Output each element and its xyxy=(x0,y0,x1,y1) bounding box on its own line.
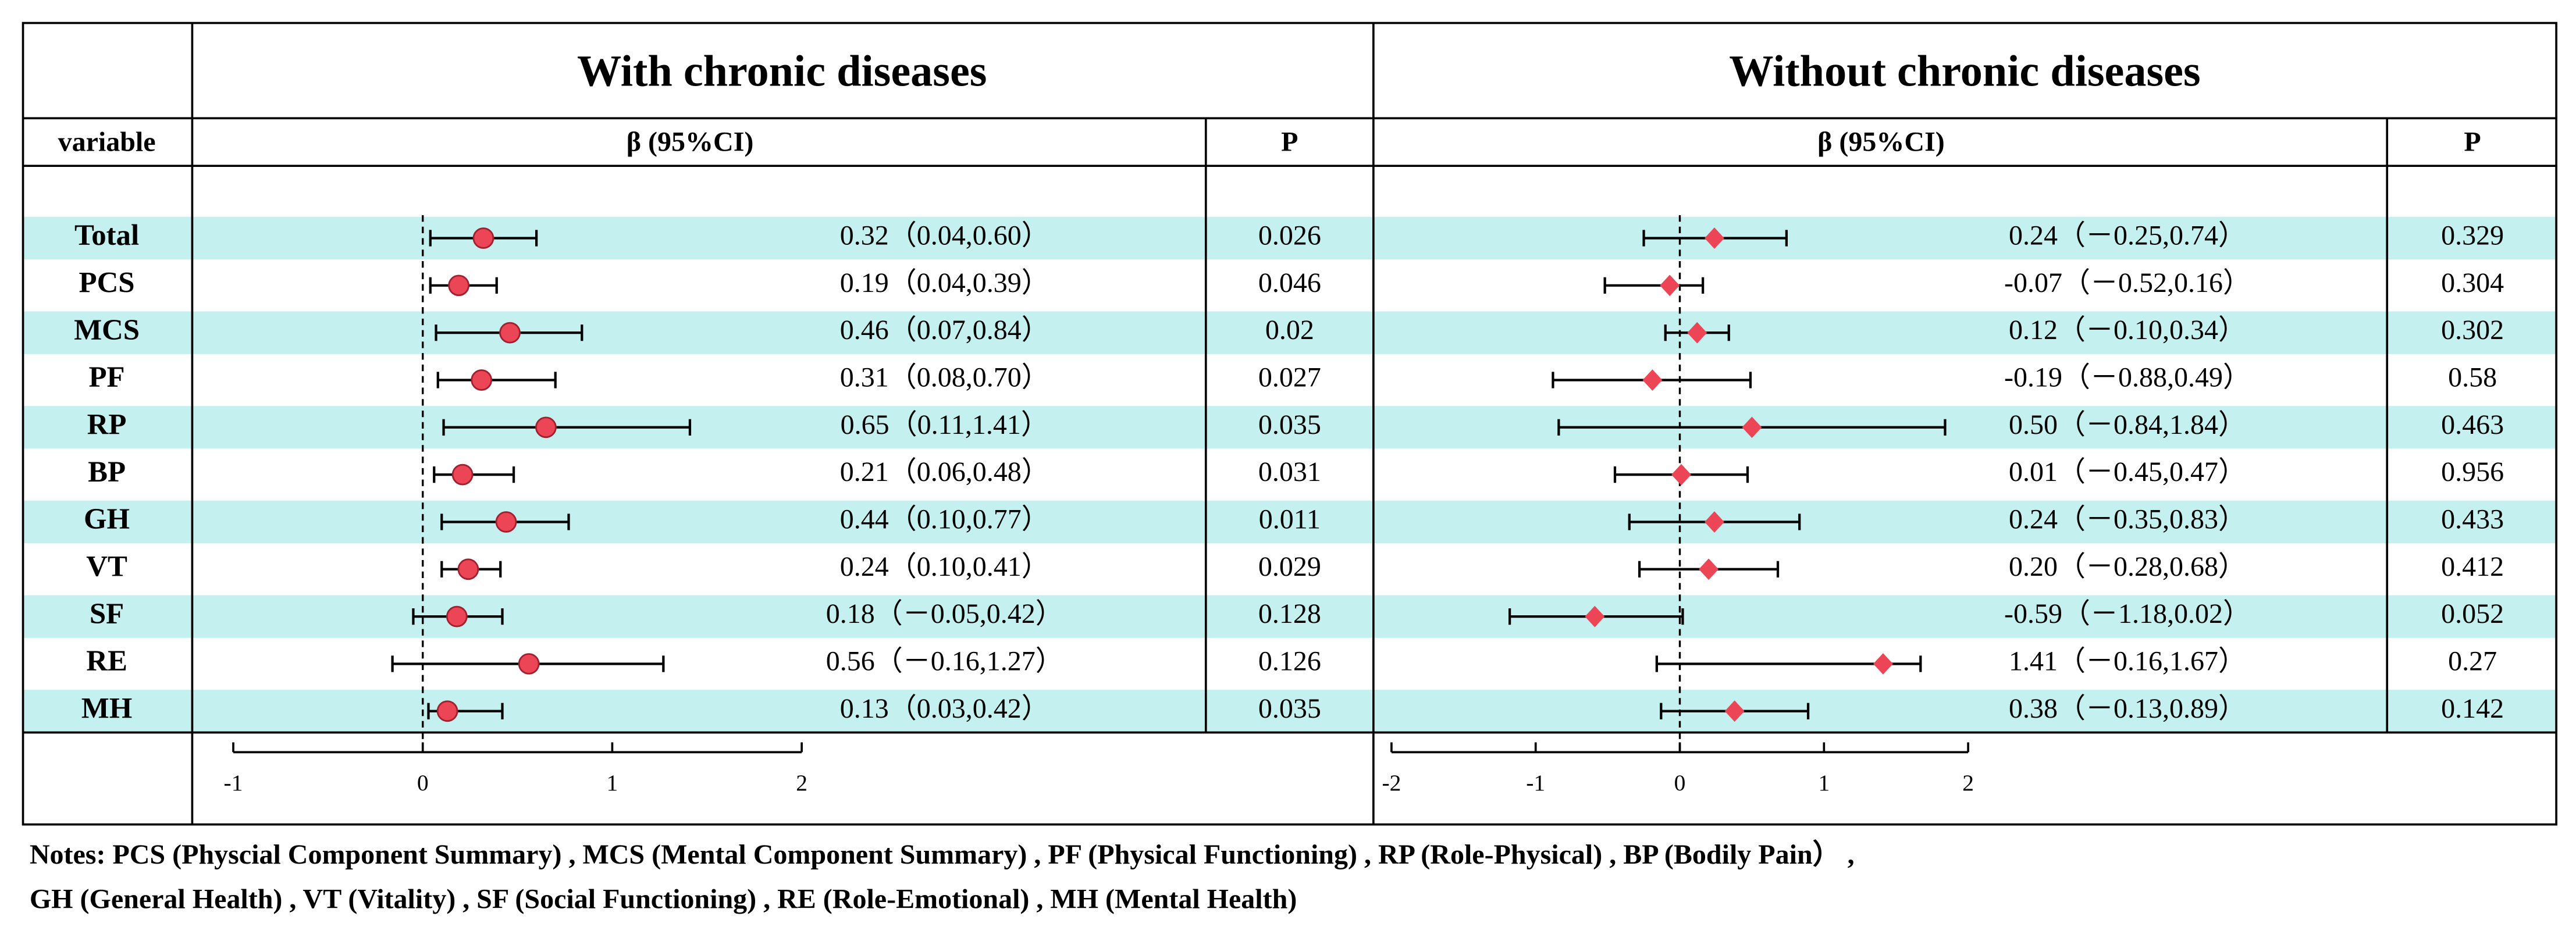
p-value: 0.035 xyxy=(1258,409,1321,440)
row-label: PF xyxy=(89,361,125,393)
row-label: RP xyxy=(87,408,127,440)
estimate-point xyxy=(451,464,474,486)
estimate-point xyxy=(457,558,479,580)
p-value: 0.029 xyxy=(1258,551,1321,582)
row-label: Total xyxy=(74,219,139,251)
p-value: 0.302 xyxy=(2441,315,2504,345)
estimate-label: 0.46（0.07,0.84） xyxy=(840,315,1049,345)
p-value: 0.052 xyxy=(2441,598,2504,629)
p-value: 0.011 xyxy=(1259,504,1321,534)
p-value: 0.02 xyxy=(1265,315,1314,345)
column-header: β (95%CI) xyxy=(627,127,754,158)
estimate-label: 0.24（－0.35,0.83） xyxy=(2009,504,2246,534)
p-value: 0.463 xyxy=(2441,409,2504,440)
p-value: 0.433 xyxy=(2441,504,2504,534)
estimate-label: 0.13（0.03,0.42） xyxy=(840,693,1049,724)
estimate-label: 0.01（－0.45,0.47） xyxy=(2009,457,2246,487)
x-tick-label: -2 xyxy=(1382,770,1401,796)
estimate-point xyxy=(535,416,557,439)
p-value: 0.035 xyxy=(1258,693,1321,724)
row-label: PCS xyxy=(79,266,135,298)
x-tick-label: -1 xyxy=(1526,770,1545,796)
p-value: 0.304 xyxy=(2441,268,2504,298)
p-value: 0.58 xyxy=(2448,362,2497,393)
estimate-point xyxy=(518,653,540,675)
x-tick-label: 0 xyxy=(1674,770,1686,796)
estimate-label: 0.56（－0.16,1.27） xyxy=(826,646,1063,676)
row-label: MCS xyxy=(74,313,140,346)
estimate-label: 1.41（－0.16,1.67） xyxy=(2009,646,2246,676)
estimate-label: 0.32（0.04,0.60） xyxy=(840,220,1049,251)
row-label: GH xyxy=(84,502,130,535)
estimate-point xyxy=(471,369,493,391)
column-header: β (95%CI) xyxy=(1817,127,1945,158)
x-tick-label: 1 xyxy=(607,770,618,796)
column-header: P xyxy=(1281,127,1298,158)
estimate-point xyxy=(446,605,468,628)
estimate-point xyxy=(499,322,521,344)
x-tick-label: 2 xyxy=(796,770,807,796)
estimate-label: 0.44（0.10,0.77） xyxy=(840,504,1049,534)
x-tick-label: 0 xyxy=(417,770,429,796)
panel-title: Without chronic diseases xyxy=(1729,47,2200,95)
estimate-point xyxy=(1705,227,1724,249)
estimate-label: -0.07（－0.52,0.16） xyxy=(2004,268,2251,298)
estimate-label: -0.59（－1.18,0.02） xyxy=(2004,598,2251,629)
column-header: variable xyxy=(58,127,156,158)
estimate-label: 0.21（0.06,0.48） xyxy=(840,457,1049,487)
estimate-label: 0.24（0.10,0.41） xyxy=(840,551,1049,582)
estimate-label: 0.12（－0.10,0.34） xyxy=(2009,315,2246,345)
estimate-label: 0.18（－0.05,0.42） xyxy=(826,598,1063,629)
note: GH (General Health) , VT (Vitality) , SF… xyxy=(30,883,1297,914)
estimate-point xyxy=(1642,369,1663,391)
p-value: 0.329 xyxy=(2441,220,2504,251)
p-value: 0.27 xyxy=(2448,646,2497,676)
p-value: 0.412 xyxy=(2441,551,2504,582)
estimate-label: 0.38（－0.13,0.89） xyxy=(2009,693,2246,724)
p-value: 0.142 xyxy=(2441,693,2504,724)
estimate-point xyxy=(1705,511,1724,533)
p-value: 0.046 xyxy=(1258,268,1321,298)
estimate-point xyxy=(448,275,469,297)
estimate-point xyxy=(472,227,494,249)
estimate-point xyxy=(1699,558,1719,580)
x-tick-label: 1 xyxy=(1818,770,1830,796)
row-label: RE xyxy=(86,644,127,677)
estimate-label: 0.24（－0.25,0.74） xyxy=(2009,220,2246,251)
column-header: P xyxy=(2464,127,2481,158)
x-tick-label: 2 xyxy=(1962,770,1974,796)
estimate-label: 0.65（0.11,1.41） xyxy=(841,409,1049,440)
p-value: 0.026 xyxy=(1258,220,1321,251)
estimate-label: 0.20（－0.28,0.68） xyxy=(2009,551,2246,582)
row-label: VT xyxy=(86,550,127,582)
estimate-label: -0.19（－0.88,0.49） xyxy=(2004,362,2251,393)
estimate-point xyxy=(1724,700,1745,722)
x-tick-label: -1 xyxy=(224,770,243,796)
note: Notes: PCS (Physcial Component Summary) … xyxy=(30,839,1855,870)
estimate-point xyxy=(1873,653,1893,675)
row-label: BP xyxy=(88,455,126,488)
p-value: 0.031 xyxy=(1258,457,1321,487)
estimate-point xyxy=(495,511,517,533)
p-value: 0.128 xyxy=(1258,598,1321,629)
estimate-label: 0.19（0.04,0.39） xyxy=(840,268,1049,298)
panel-title: With chronic diseases xyxy=(577,47,987,95)
estimate-label: 0.50（－0.84,1.84） xyxy=(2009,409,2246,440)
estimate-point xyxy=(1671,464,1691,486)
p-value: 0.956 xyxy=(2441,457,2504,487)
table-frame xyxy=(22,22,2557,826)
estimate-label: 0.31（0.08,0.70） xyxy=(840,362,1049,393)
p-value: 0.126 xyxy=(1258,646,1321,676)
estimate-point xyxy=(1660,275,1680,297)
p-value: 0.027 xyxy=(1258,362,1321,393)
row-label: MH xyxy=(81,691,133,724)
row-label: SF xyxy=(90,597,124,630)
estimate-point xyxy=(436,700,458,722)
